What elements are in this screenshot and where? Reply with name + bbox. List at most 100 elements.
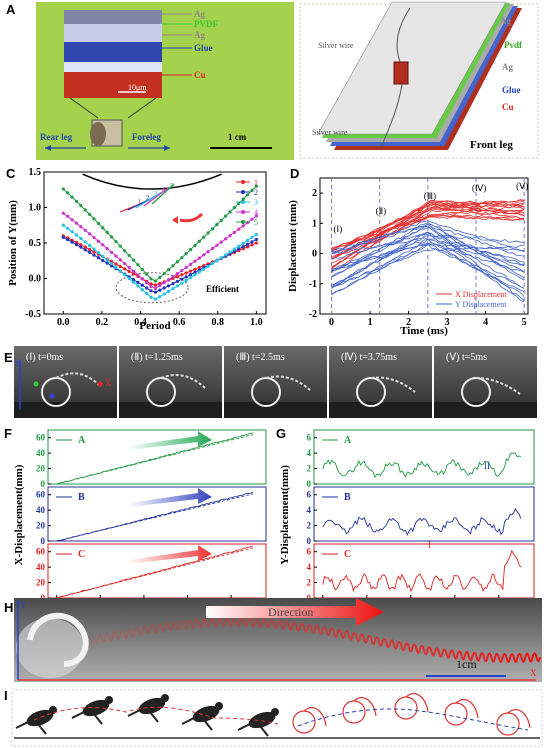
d-ylabel: Displacement (mm) xyxy=(287,200,299,292)
kangaroo-tail xyxy=(237,722,253,731)
panel-h-letter: H xyxy=(4,600,13,615)
b-label-ag-2: Ag xyxy=(502,62,513,72)
e-frame-floor xyxy=(119,402,222,418)
c-point xyxy=(101,226,105,230)
c-series-5 xyxy=(62,185,257,282)
c-point xyxy=(175,274,179,279)
c-point xyxy=(250,188,254,193)
c-point xyxy=(241,241,245,245)
c-point xyxy=(254,184,258,188)
c-xtick-label: 0.8 xyxy=(211,317,224,328)
c-legend-marker xyxy=(241,200,245,204)
f-frame xyxy=(47,486,267,542)
c-point xyxy=(92,217,96,221)
silver-wire-bottom xyxy=(379,83,403,151)
c-point xyxy=(127,265,131,270)
g-ytick-label: 6 xyxy=(307,433,312,443)
direction-label: Direction xyxy=(268,605,313,619)
c-point xyxy=(74,233,79,237)
c-point xyxy=(215,243,219,247)
c-point xyxy=(149,289,153,293)
c-point xyxy=(136,284,140,288)
d-x-trace xyxy=(331,208,525,268)
f-series-B xyxy=(56,491,254,542)
c-point xyxy=(118,269,122,273)
kangaroo-head xyxy=(49,706,57,714)
e-frame-label: (Ⅲ) t=2.5ms xyxy=(236,352,285,363)
c-point xyxy=(92,250,96,254)
kangaroo-leg xyxy=(37,723,47,735)
c-point xyxy=(175,260,179,264)
b-label-glue: Glue xyxy=(502,85,521,95)
c-point xyxy=(245,245,250,249)
d-phase-label: (Ⅳ) xyxy=(472,183,486,193)
g-ytick-label: 4 xyxy=(307,448,312,458)
c-point xyxy=(153,286,158,290)
c-point xyxy=(171,264,175,268)
c-point xyxy=(210,261,215,266)
g-series-C xyxy=(322,549,522,593)
c-red-arrowhead xyxy=(172,216,178,224)
panel-f-letter: F xyxy=(4,426,12,441)
d-y-trace xyxy=(331,225,525,302)
c-point xyxy=(131,280,136,284)
c-point xyxy=(131,269,136,273)
panel-b: B Silver wire Silver wire Ag Pvdf Ag Glu… xyxy=(299,1,539,159)
c-point xyxy=(79,245,83,249)
g-ytick-label: 0 xyxy=(307,479,312,489)
d-y-trace xyxy=(331,233,525,265)
d-frame xyxy=(319,177,529,315)
c-point xyxy=(250,240,254,244)
c-point xyxy=(180,273,184,277)
c-point xyxy=(70,218,74,222)
c-red-arrow xyxy=(179,212,204,223)
c-point xyxy=(175,272,179,276)
c-legend-marker xyxy=(241,180,245,184)
c-point xyxy=(105,261,109,265)
c-point xyxy=(114,262,118,266)
c-point xyxy=(145,291,149,296)
robot-trajectory xyxy=(89,617,541,663)
c-point xyxy=(149,295,153,299)
c-point xyxy=(83,245,87,249)
f-arrow-B xyxy=(128,488,212,507)
c-xtick-label: 0.2 xyxy=(96,317,109,328)
c-point xyxy=(114,265,118,269)
d-xlabel: Time (ms) xyxy=(400,325,448,337)
electrode xyxy=(393,61,409,85)
c-tilt-line xyxy=(143,187,169,207)
f-ytick-label: 20 xyxy=(36,578,46,588)
g-legend-label: B xyxy=(344,492,351,503)
g-ylabel: Y-Displacement(mm) xyxy=(279,465,291,565)
robot-leg xyxy=(303,706,327,727)
c-point xyxy=(250,217,254,221)
panel-i-letter: I xyxy=(4,688,8,703)
c-ytick-label: 0.0 xyxy=(29,274,42,285)
c-point xyxy=(61,235,65,239)
f-arrow-A xyxy=(128,431,212,450)
f-ytick-label: 0 xyxy=(41,479,46,489)
c-point xyxy=(228,250,232,254)
f-ytick-label: 20 xyxy=(36,521,46,531)
c-point xyxy=(123,262,127,266)
c-tilt-label: 4 xyxy=(162,186,166,194)
c-point xyxy=(118,264,122,269)
c-point xyxy=(193,270,197,274)
kangaroo-head xyxy=(105,696,113,704)
c-point xyxy=(88,232,92,236)
g-series-B xyxy=(322,507,522,536)
g-ytick-label: 6 xyxy=(307,547,312,557)
layer-label-pvdf: PVDF xyxy=(194,19,218,29)
d-y-trace xyxy=(331,242,525,289)
panel-e-letter: E xyxy=(4,350,13,365)
c-point xyxy=(158,288,162,292)
c-point xyxy=(197,265,201,270)
efficient-label: Efficient xyxy=(206,284,239,294)
e-axis-y: Y xyxy=(14,358,21,368)
e-frame-floor xyxy=(329,402,432,418)
f-legend-label: A xyxy=(78,435,86,446)
c-point xyxy=(254,237,258,242)
c-point xyxy=(237,201,241,205)
d-xtick-label: 4 xyxy=(483,317,488,328)
